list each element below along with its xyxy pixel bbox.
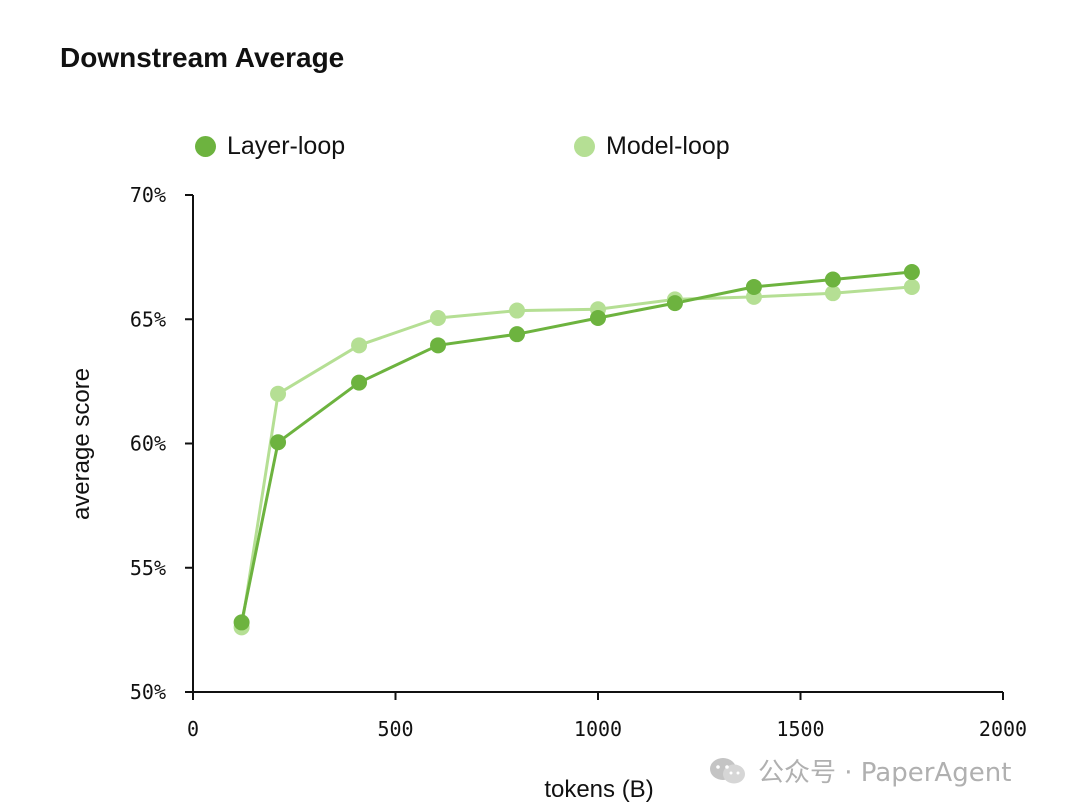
y-tick-label: 60% xyxy=(130,432,166,456)
watermark: 公众号 · PaperAgent xyxy=(708,752,1011,789)
data-point-layer-loop xyxy=(590,310,606,327)
data-point-layer-loop xyxy=(509,326,525,343)
x-tick-label: 2000 xyxy=(979,717,1027,741)
legend-marker-layer-loop xyxy=(195,136,216,157)
data-point-layer-loop xyxy=(233,614,250,631)
x-tick-label: 0 xyxy=(187,717,199,741)
data-point-layer-loop xyxy=(666,295,683,312)
y-tick-label: 50% xyxy=(130,680,166,704)
y-tick-label: 65% xyxy=(130,307,166,331)
data-point-model-loop xyxy=(509,302,525,319)
series-lines xyxy=(240,270,913,628)
x-tick-label: 1500 xyxy=(776,717,824,741)
data-point-model-loop xyxy=(824,285,841,302)
x-axis-label: tokens (B) xyxy=(544,776,654,803)
y-tick-label: 55% xyxy=(130,556,166,580)
legend-label-model-loop: Model-loop xyxy=(606,132,730,160)
x-tick-label: 1000 xyxy=(574,717,622,741)
wechat-icon xyxy=(710,757,745,783)
data-point-model-loop xyxy=(430,310,447,327)
data-point-layer-loop xyxy=(430,337,447,354)
data-point-model-loop xyxy=(270,385,287,402)
series-line-model-loop xyxy=(240,285,913,628)
data-point-layer-loop xyxy=(903,264,920,281)
chart-title: Downstream Average xyxy=(60,42,345,73)
watermark-text: 公众号 · PaperAgent xyxy=(758,758,1012,788)
data-point-model-loop xyxy=(903,278,920,295)
legend-item-model-loop: Model-loop xyxy=(574,132,730,161)
series-line-layer-loop xyxy=(240,270,913,623)
legend-item-layer-loop: Layer-loop xyxy=(195,132,345,161)
axes: 50% 55% 60% 65% 70% 0 500 1000 1500 2000 xyxy=(130,183,1027,741)
data-point-model-loop xyxy=(351,337,368,354)
data-point-layer-loop xyxy=(270,434,287,451)
legend-label-layer-loop: Layer-loop xyxy=(227,132,346,160)
series-points xyxy=(233,264,920,636)
y-tick-label: 70% xyxy=(130,183,166,207)
data-point-layer-loop xyxy=(824,271,841,288)
x-tick-label: 500 xyxy=(377,717,413,741)
data-point-layer-loop xyxy=(351,374,368,391)
data-point-layer-loop xyxy=(745,278,762,295)
legend-marker-model-loop xyxy=(574,136,595,157)
